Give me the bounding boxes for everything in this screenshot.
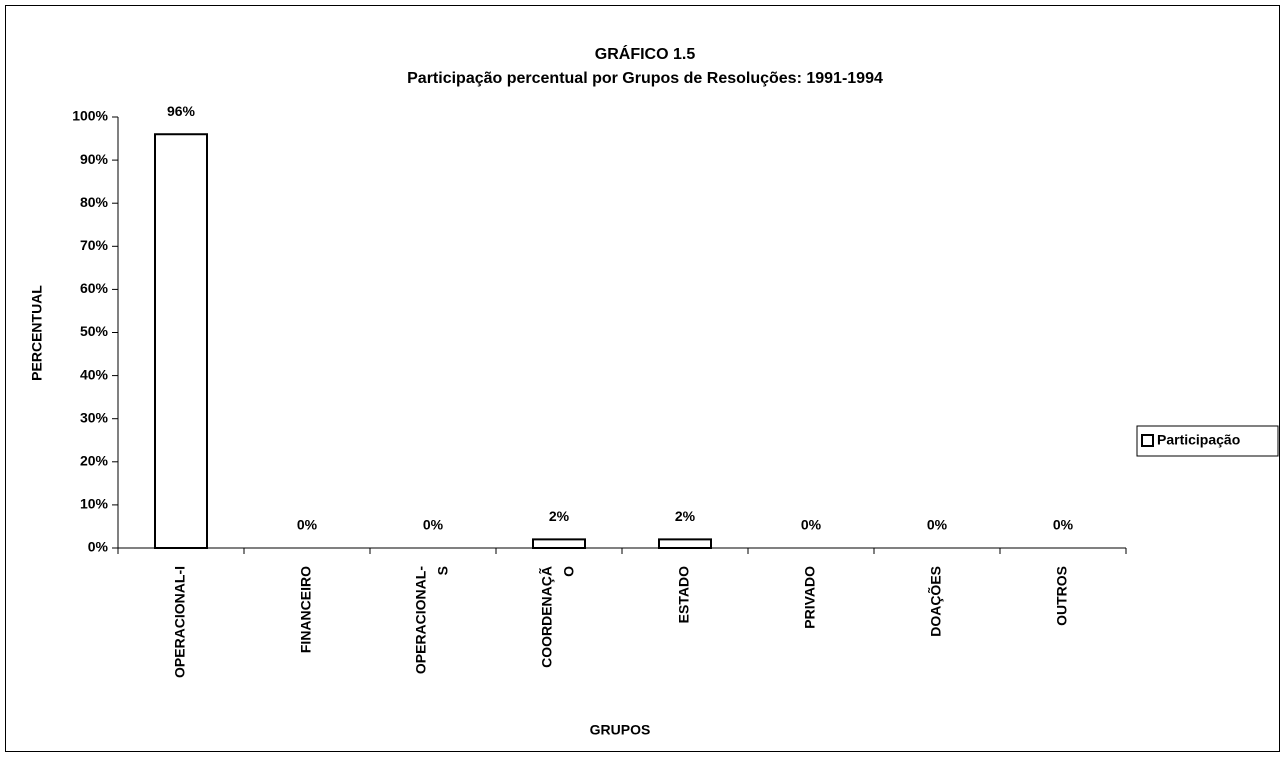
y-tick-label: 50%	[80, 323, 109, 339]
x-tick-label: FINANCEIRO	[298, 566, 314, 653]
x-tick-label: COORDENAÇÃ	[538, 566, 555, 668]
x-tick-label: OPERACIONAL-I	[172, 566, 188, 678]
y-tick-label: 40%	[80, 366, 109, 382]
data-label: 2%	[675, 508, 696, 524]
x-tick-label: DOAÇÕES	[927, 566, 944, 637]
y-tick-label: 100%	[72, 108, 108, 124]
chart-frame	[5, 5, 1280, 752]
x-axis-label: GRUPOS	[590, 722, 651, 738]
x-tick-label: PRIVADO	[802, 566, 818, 629]
legend-label: Participação	[1157, 432, 1240, 448]
data-label: 0%	[423, 517, 444, 533]
chart-title: GRÁFICO 1.5	[595, 44, 696, 63]
x-tick-label: OUTROS	[1054, 566, 1070, 626]
bar	[532, 538, 586, 550]
chart-subtitle: Participação percentual por Grupos de Re…	[407, 70, 883, 87]
data-label: 0%	[1053, 517, 1074, 533]
y-tick-label: 20%	[80, 453, 109, 469]
x-tick-label: S	[435, 566, 451, 575]
y-tick-label: 60%	[80, 280, 109, 296]
data-label: 0%	[801, 517, 822, 533]
y-tick-label: 70%	[80, 237, 109, 253]
x-tick-label: ESTADO	[676, 566, 692, 623]
x-tick-label: OPERACIONAL-	[413, 566, 429, 674]
bar	[154, 133, 208, 550]
y-axis-label: PERCENTUAL	[29, 285, 45, 381]
bar	[658, 538, 712, 550]
x-tick-label: O	[561, 566, 577, 577]
data-label: 0%	[297, 517, 318, 533]
legend-box	[1136, 425, 1279, 457]
y-tick-label: 10%	[80, 496, 109, 512]
data-label: 96%	[167, 103, 196, 119]
y-tick-label: 30%	[80, 409, 109, 425]
y-tick-label: 90%	[80, 151, 109, 167]
data-label: 0%	[927, 517, 948, 533]
data-label: 2%	[549, 508, 570, 524]
y-tick-label: 80%	[80, 194, 109, 210]
y-tick-label: 0%	[88, 539, 109, 555]
legend-swatch	[1141, 434, 1154, 447]
